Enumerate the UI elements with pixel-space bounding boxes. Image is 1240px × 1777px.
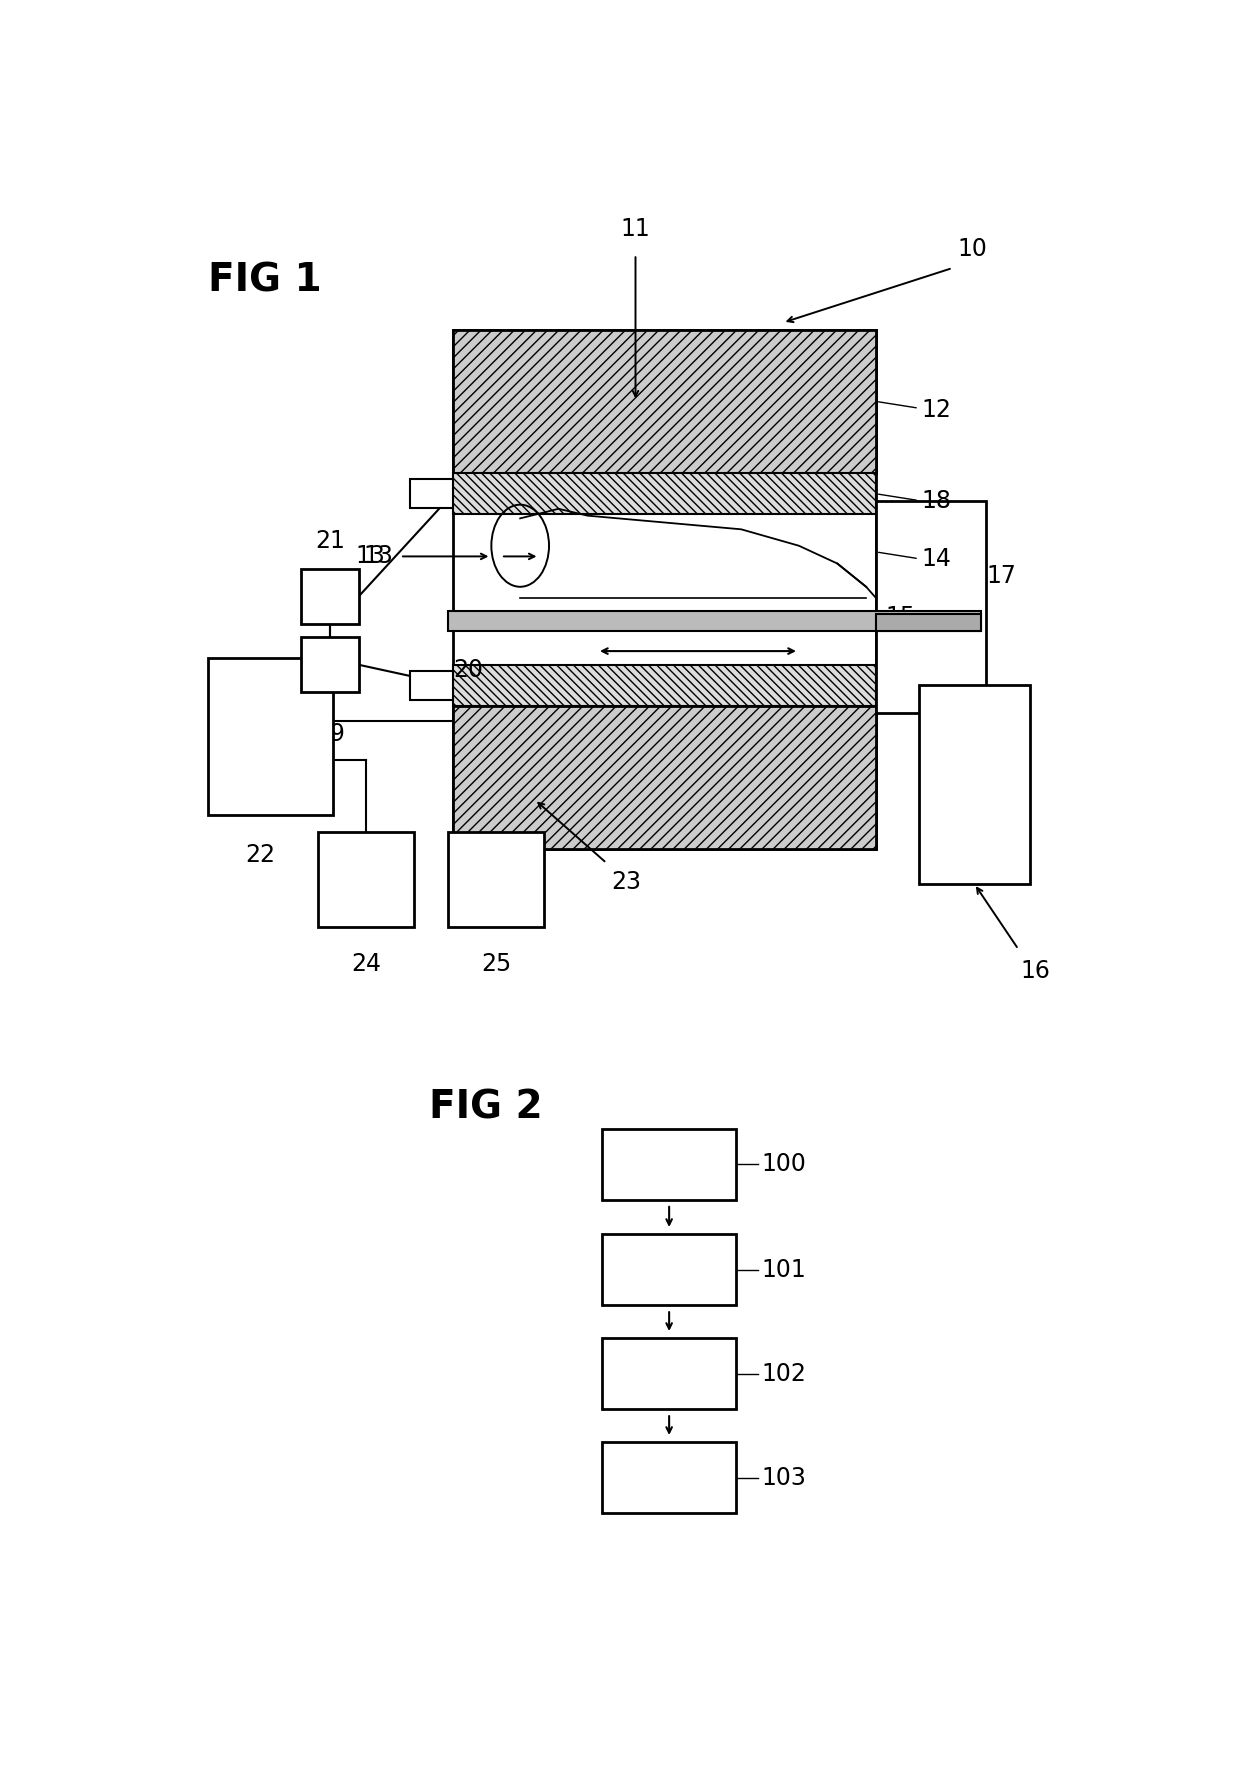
Text: 100: 100 <box>761 1151 806 1176</box>
Text: 22: 22 <box>246 842 275 867</box>
Text: 25: 25 <box>481 952 511 976</box>
Bar <box>919 686 1029 883</box>
Bar <box>319 832 414 928</box>
Bar <box>875 615 982 631</box>
Text: 17: 17 <box>986 563 1016 588</box>
Text: 24: 24 <box>351 952 382 976</box>
Bar <box>448 611 982 631</box>
Bar <box>875 501 986 713</box>
Text: 10: 10 <box>957 236 987 261</box>
Bar <box>453 665 875 705</box>
Bar <box>601 1441 737 1512</box>
Text: 12: 12 <box>921 398 952 421</box>
Bar <box>453 329 875 849</box>
Text: FIG 2: FIG 2 <box>429 1089 543 1127</box>
Text: 102: 102 <box>761 1361 806 1386</box>
Bar <box>409 480 453 508</box>
Bar <box>453 705 875 849</box>
Text: FIG 1: FIG 1 <box>208 261 321 299</box>
Text: 20: 20 <box>453 657 482 682</box>
Text: 16: 16 <box>1021 960 1050 983</box>
Text: 14: 14 <box>921 547 952 570</box>
Bar <box>301 569 358 624</box>
Text: 13: 13 <box>363 544 393 569</box>
Text: 23: 23 <box>611 871 641 894</box>
Bar <box>601 1338 737 1409</box>
Text: 13: 13 <box>356 544 386 569</box>
Text: 19: 19 <box>315 721 345 746</box>
Text: 18: 18 <box>921 489 952 512</box>
Bar <box>409 672 453 700</box>
Text: 15: 15 <box>885 606 915 629</box>
Text: 101: 101 <box>761 1258 806 1281</box>
Bar <box>448 832 544 928</box>
Text: 103: 103 <box>761 1466 806 1489</box>
Bar <box>601 1128 737 1199</box>
Text: 11: 11 <box>621 217 650 240</box>
Bar <box>208 657 332 816</box>
Bar <box>601 1233 737 1304</box>
Text: 21: 21 <box>315 528 345 553</box>
Bar <box>453 329 875 473</box>
Bar <box>453 473 875 514</box>
Bar <box>301 638 358 691</box>
